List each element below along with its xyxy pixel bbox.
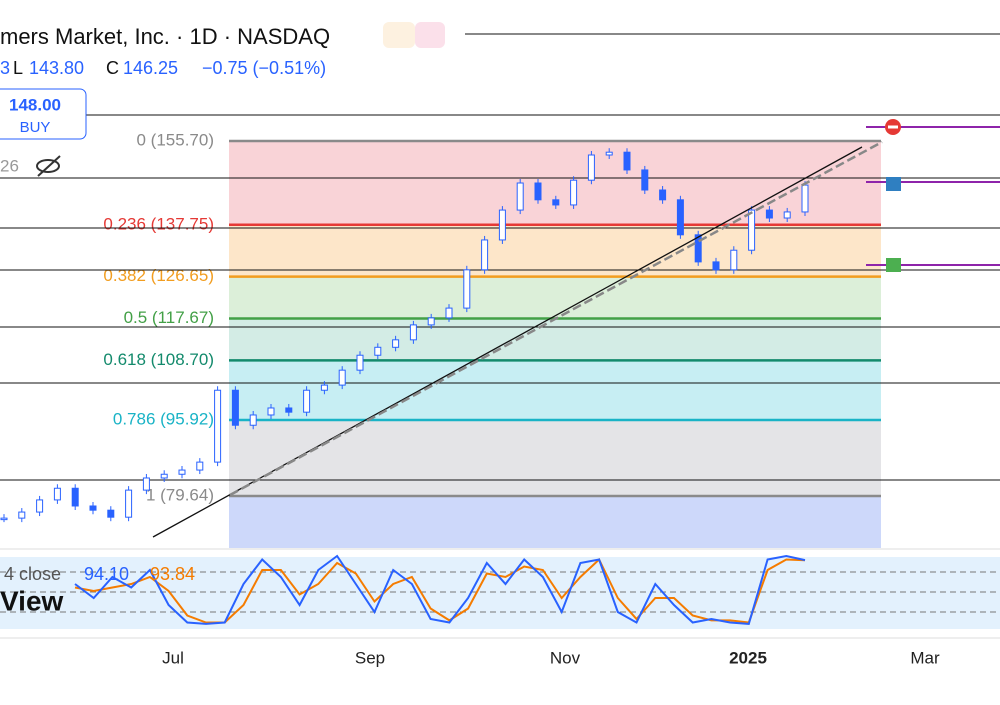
candle — [303, 389, 311, 413]
buy-label: BUY — [20, 119, 51, 136]
candle — [160, 473, 168, 479]
candle — [107, 509, 115, 518]
ohlc-low-label: L — [13, 58, 23, 78]
candle — [605, 151, 613, 156]
candle — [71, 487, 79, 507]
candle — [249, 414, 257, 426]
candle — [196, 461, 204, 471]
candle — [765, 209, 773, 219]
fib-level-label: 1 (79.64) — [146, 485, 214, 504]
target-marker[interactable] — [886, 258, 901, 272]
candle — [338, 369, 346, 386]
fib-level-label: 0.382 (126.65) — [103, 266, 214, 285]
ohlc-close: 146.25 — [123, 58, 178, 78]
candle — [125, 489, 133, 518]
candle — [623, 151, 631, 171]
candle — [18, 511, 26, 519]
header: mers Market, Inc. · 1D · NASDAQ — [0, 24, 330, 49]
candle — [89, 505, 97, 511]
fib-band — [229, 224, 881, 277]
candle — [178, 469, 186, 475]
symbol-title: mers Market, Inc. · 1D · NASDAQ — [0, 24, 330, 49]
fib-band — [229, 360, 881, 421]
candle — [659, 189, 667, 201]
osc-label: 4 close — [4, 564, 61, 584]
ohlc-close-label: C — [106, 58, 119, 78]
candle — [694, 234, 702, 263]
osc-line-k — [74, 554, 806, 625]
candle — [53, 487, 61, 501]
candle — [570, 179, 578, 206]
x-tick-label: Nov — [550, 648, 581, 667]
ohlc-low: 143.80 — [29, 58, 84, 78]
candle — [516, 182, 524, 211]
candle — [712, 261, 720, 271]
candle — [676, 199, 684, 236]
wave-icon[interactable] — [415, 22, 445, 48]
ohlc-change: −0.75 (−0.51%) — [202, 58, 326, 78]
candle — [409, 324, 417, 341]
oscillator-band — [0, 557, 1000, 629]
candle — [356, 354, 364, 371]
candle — [783, 211, 791, 219]
candle — [231, 389, 239, 426]
candle — [641, 169, 649, 191]
candle — [36, 499, 44, 513]
fib-band — [229, 276, 881, 319]
candle — [801, 184, 809, 213]
x-tick-label: 2025 — [729, 648, 767, 667]
x-tick-label: Mar — [910, 648, 940, 667]
buy-button[interactable] — [0, 88, 87, 140]
candle — [320, 384, 328, 391]
candle — [374, 346, 382, 356]
ohlc-open: 3 — [0, 58, 10, 78]
stop-icon — [888, 125, 898, 129]
osc-k-value: 94.10 — [84, 564, 129, 584]
osc-line-d — [74, 557, 806, 624]
candle — [730, 249, 738, 271]
candle — [392, 339, 400, 348]
candle — [427, 317, 435, 326]
candle — [0, 517, 8, 521]
candle — [534, 182, 542, 201]
candle — [214, 389, 222, 463]
indicator-value: 26 — [0, 156, 19, 175]
trend-line-dashed — [229, 140, 883, 497]
candle — [748, 209, 756, 251]
candle — [481, 239, 489, 271]
candle — [142, 477, 150, 491]
x-tick-label: Jul — [162, 648, 184, 667]
logo: View — [0, 585, 64, 616]
fib-level-label: 0.786 (95.92) — [113, 409, 214, 428]
candle — [552, 199, 560, 206]
candle — [587, 154, 595, 181]
fib-level-label: 0.236 (137.75) — [103, 214, 214, 233]
fib-band — [229, 420, 881, 496]
session-icon[interactable] — [383, 22, 415, 48]
candle — [267, 407, 275, 416]
buy-price: 148.00 — [9, 95, 61, 114]
fib-band — [229, 141, 881, 225]
fib-level-label: 0.5 (117.67) — [124, 308, 214, 327]
fib-level-label: 0 (155.70) — [137, 130, 215, 149]
order-marker[interactable] — [886, 177, 901, 191]
candle — [285, 407, 293, 413]
hide-icon[interactable] — [36, 155, 61, 177]
fib-band — [229, 496, 881, 548]
candle — [498, 209, 506, 241]
candle — [463, 269, 471, 309]
fib-band — [229, 318, 881, 361]
osc-d-value: 93.84 — [150, 564, 195, 584]
candle — [445, 307, 453, 319]
x-tick-label: Sep — [355, 648, 385, 667]
fib-level-label: 0.618 (108.70) — [103, 350, 214, 369]
